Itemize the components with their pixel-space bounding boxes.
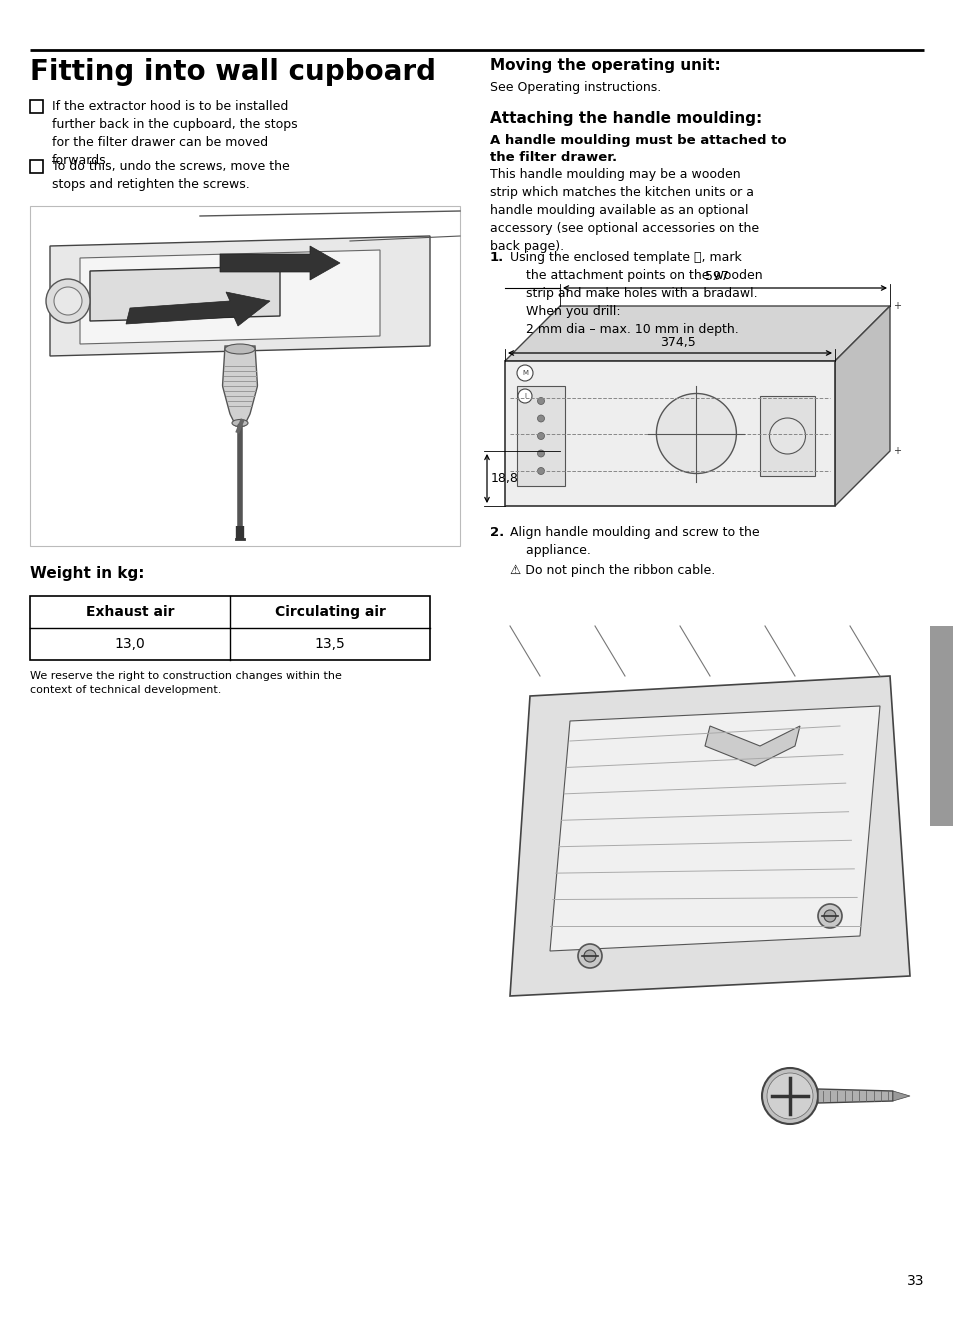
Text: Weight in kg:: Weight in kg: — [30, 566, 144, 581]
Circle shape — [54, 286, 82, 316]
Circle shape — [537, 450, 544, 457]
Ellipse shape — [232, 419, 248, 427]
Circle shape — [656, 394, 736, 473]
Text: This handle moulding may be a wooden
strip which matches the kitchen units or a
: This handle moulding may be a wooden str… — [490, 168, 759, 253]
Text: ⚠ Do not pinch the ribbon cable.: ⚠ Do not pinch the ribbon cable. — [510, 564, 715, 577]
Ellipse shape — [225, 343, 254, 354]
Circle shape — [817, 904, 841, 928]
Text: I: I — [523, 392, 525, 399]
Polygon shape — [90, 267, 280, 321]
Circle shape — [537, 398, 544, 404]
Circle shape — [769, 418, 804, 453]
Text: A handle moulding must be attached to
the filter drawer.: A handle moulding must be attached to th… — [490, 134, 786, 164]
Text: Fitting into wall cupboard: Fitting into wall cupboard — [30, 58, 436, 86]
Text: Using the enclosed template Ⓜ, mark
    the attachment points on the wooden
    : Using the enclosed template Ⓜ, mark the … — [510, 251, 761, 335]
Polygon shape — [504, 361, 834, 507]
Polygon shape — [817, 1089, 892, 1103]
FancyBboxPatch shape — [929, 626, 953, 826]
Polygon shape — [704, 727, 800, 766]
Polygon shape — [834, 306, 889, 507]
Text: 13,0: 13,0 — [114, 636, 145, 651]
Polygon shape — [50, 236, 430, 355]
FancyBboxPatch shape — [30, 595, 430, 660]
Text: See Operating instructions.: See Operating instructions. — [490, 81, 660, 94]
Polygon shape — [220, 247, 339, 280]
Circle shape — [761, 1067, 817, 1124]
FancyBboxPatch shape — [517, 386, 564, 487]
Circle shape — [537, 468, 544, 475]
Polygon shape — [510, 676, 909, 996]
Polygon shape — [126, 292, 270, 326]
FancyBboxPatch shape — [30, 206, 459, 546]
Circle shape — [583, 949, 596, 961]
Polygon shape — [80, 251, 379, 343]
Text: 1.: 1. — [490, 251, 504, 264]
Circle shape — [517, 389, 532, 403]
Text: +: + — [892, 446, 900, 456]
Text: Circulating air: Circulating air — [274, 605, 385, 619]
Text: Attaching the handle moulding:: Attaching the handle moulding: — [490, 111, 761, 126]
Circle shape — [766, 1073, 812, 1119]
FancyBboxPatch shape — [30, 99, 43, 113]
Circle shape — [537, 432, 544, 439]
Text: +: + — [892, 301, 900, 312]
Text: Moving the operating unit:: Moving the operating unit: — [490, 58, 720, 73]
Text: 13,5: 13,5 — [314, 636, 345, 651]
Polygon shape — [222, 346, 257, 426]
Text: 33: 33 — [905, 1274, 923, 1288]
Polygon shape — [504, 306, 889, 361]
Circle shape — [537, 415, 544, 422]
Text: We reserve the right to construction changes within the
context of technical dev: We reserve the right to construction cha… — [30, 671, 341, 695]
Text: 18,8: 18,8 — [491, 472, 518, 485]
Text: Exhaust air: Exhaust air — [86, 605, 174, 619]
Text: To do this, undo the screws, move the
stops and retighten the screws.: To do this, undo the screws, move the st… — [52, 160, 290, 191]
Text: 374,5: 374,5 — [659, 335, 695, 349]
Circle shape — [46, 278, 90, 324]
Circle shape — [823, 910, 835, 922]
Text: 597: 597 — [704, 271, 728, 282]
Text: Align handle moulding and screw to the
    appliance.: Align handle moulding and screw to the a… — [510, 526, 759, 557]
Text: 2.: 2. — [490, 526, 504, 538]
Circle shape — [517, 365, 533, 381]
Circle shape — [578, 944, 601, 968]
Text: M: M — [521, 370, 527, 377]
Polygon shape — [892, 1091, 909, 1101]
FancyBboxPatch shape — [30, 160, 43, 172]
Polygon shape — [550, 705, 879, 951]
FancyBboxPatch shape — [760, 396, 814, 476]
Text: If the extractor hood is to be installed
further back in the cupboard, the stops: If the extractor hood is to be installed… — [52, 99, 297, 167]
